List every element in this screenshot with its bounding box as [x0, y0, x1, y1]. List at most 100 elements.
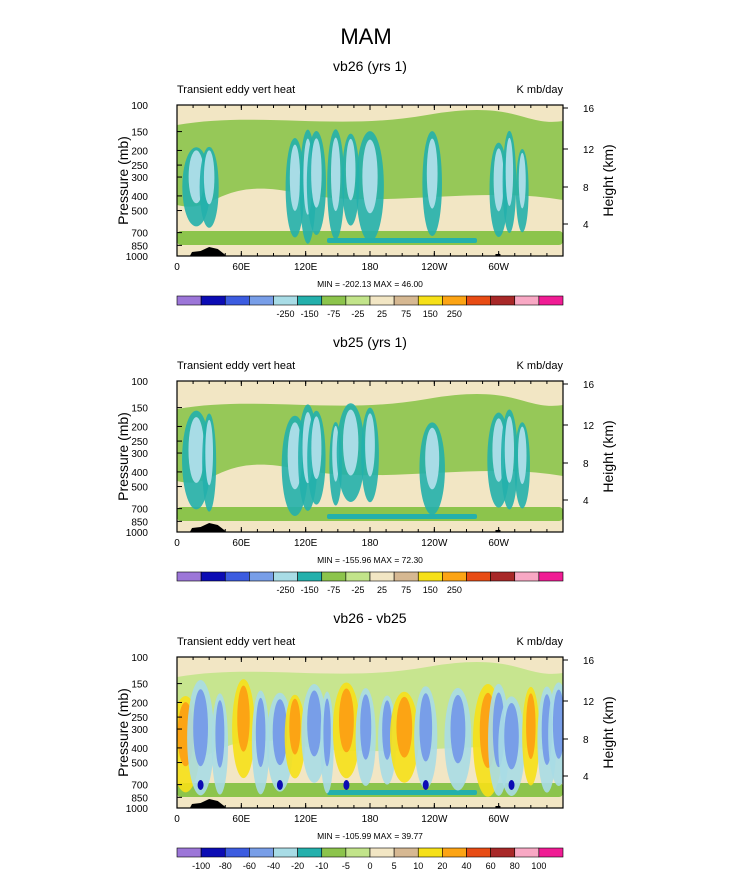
y-tick-label: 1000	[126, 528, 149, 539]
panel-diff: 0 60E 120E 180 120W 60W1001502002503004005007…	[115, 610, 616, 871]
contour-core	[272, 699, 288, 766]
min-max-stats: MIN = -155.96 MAX = 72.30	[317, 555, 423, 565]
colorbar-label: -5	[342, 861, 350, 871]
colorbar-label: -80	[219, 861, 232, 871]
y-tick-label: 300	[131, 725, 148, 736]
colorbar-swatch	[417, 847, 443, 858]
height-tick-label: 4	[583, 220, 589, 231]
colorbar-swatch	[176, 847, 202, 858]
x-tick-label: 0	[174, 538, 180, 549]
height-tick-label: 12	[583, 697, 595, 708]
colorbar-swatch	[176, 295, 202, 306]
x-tick-label: 60W	[488, 262, 509, 273]
contour-core	[396, 696, 413, 758]
contour-core	[518, 152, 526, 209]
colorbar-swatch	[514, 571, 540, 582]
colorbar-swatch	[297, 295, 323, 306]
contour-core	[323, 698, 331, 767]
y-axis-label-right: Height (km)	[600, 420, 616, 492]
contour-field	[177, 661, 563, 797]
x-tick-label: 120W	[421, 814, 448, 825]
contour-core	[188, 417, 205, 483]
colorbar-label: 150	[423, 309, 438, 319]
contour-core	[526, 693, 536, 760]
height-tick-label: 4	[583, 772, 589, 783]
colorbar-label: -25	[351, 585, 364, 595]
colorbar-label: 0	[367, 861, 372, 871]
colorbar-swatch	[466, 847, 491, 858]
y-tick-label: 250	[131, 713, 148, 724]
x-tick-label: 120W	[421, 262, 448, 273]
panel-vb26: 0 60E 120E 180 120W 60W1001502002503004005007…	[115, 58, 616, 319]
contour-core	[338, 688, 354, 753]
topography	[495, 254, 501, 256]
x-tick-label: 60E	[232, 262, 250, 273]
colorbar-label: 20	[437, 861, 447, 871]
contour-core	[382, 700, 393, 760]
x-tick-label: 60W	[488, 538, 509, 549]
y-tick-label: 1000	[126, 804, 149, 815]
colorbar-swatch	[321, 847, 347, 858]
x-tick-label: 180	[362, 262, 379, 273]
colorbar-label: -75	[327, 585, 340, 595]
colorbar-label: 250	[447, 585, 462, 595]
colorbar-label: -150	[301, 309, 319, 319]
x-tick-label: 60W	[488, 814, 509, 825]
x-tick-label: 120E	[294, 814, 318, 825]
colorbar-swatch	[490, 847, 516, 858]
colorbar-swatch	[176, 571, 202, 582]
contour-extreme	[343, 780, 350, 790]
colorbar-label: -250	[277, 585, 295, 595]
panel-left-label: Transient eddy vert heat	[177, 636, 295, 648]
height-tick-label: 4	[583, 496, 589, 507]
y-tick-label: 700	[131, 505, 148, 516]
y-tick-label: 200	[131, 422, 148, 433]
x-tick-label: 60E	[232, 538, 250, 549]
colorbar-label: 25	[377, 309, 387, 319]
colorbar-label: 100	[531, 861, 546, 871]
colorbar-swatch	[321, 571, 347, 582]
x-tick-label: 180	[362, 538, 379, 549]
contour-extreme	[276, 780, 283, 790]
contour-field	[177, 109, 563, 245]
contour-field	[177, 393, 563, 521]
colorbar-label: 75	[401, 309, 411, 319]
lower-level-core	[327, 514, 477, 519]
height-tick-label: 12	[583, 421, 595, 432]
y-tick-label: 850	[131, 241, 148, 252]
y-tick-label: 500	[131, 207, 148, 218]
colorbar-label: 40	[461, 861, 471, 871]
y-tick-label: 400	[131, 468, 148, 479]
colorbar-swatch	[297, 571, 323, 582]
contour-core	[450, 694, 466, 764]
min-max-stats: MIN = -105.99 MAX = 39.77	[317, 831, 423, 841]
colorbar-swatch	[249, 571, 274, 582]
x-tick-label: 0	[174, 814, 180, 825]
panel-title: vb26 - vb25	[333, 610, 406, 626]
height-tick-label: 8	[583, 459, 589, 470]
y-axis-label-right: Height (km)	[600, 144, 616, 216]
height-tick-label: 16	[583, 380, 595, 391]
height-tick-label: 8	[583, 183, 589, 194]
contour-core	[518, 426, 527, 485]
colorbar-swatch	[442, 571, 467, 582]
height-tick-label: 16	[583, 656, 595, 667]
colorbar-swatch	[490, 295, 516, 306]
contour-core	[289, 698, 301, 755]
colorbar-swatch	[538, 847, 564, 858]
colorbar-swatch	[273, 295, 298, 306]
colorbar-label: -60	[243, 861, 256, 871]
colorbar-label: 75	[401, 585, 411, 595]
colorbar-label: -10	[315, 861, 328, 871]
colorbar-swatch	[514, 295, 540, 306]
colorbar-swatch	[200, 295, 226, 306]
colorbar-label: 80	[510, 861, 520, 871]
height-tick-label: 8	[583, 735, 589, 746]
contour-core	[365, 413, 375, 477]
y-axis-label: Pressure (mb)	[115, 688, 131, 777]
colorbar-swatch	[393, 295, 419, 306]
y-tick-label: 150	[131, 404, 148, 415]
colorbar-swatch	[393, 571, 419, 582]
panel-vb25: 0 60E 120E 180 120W 60W1001502002503004005007…	[115, 334, 616, 595]
contour-core	[343, 409, 359, 476]
